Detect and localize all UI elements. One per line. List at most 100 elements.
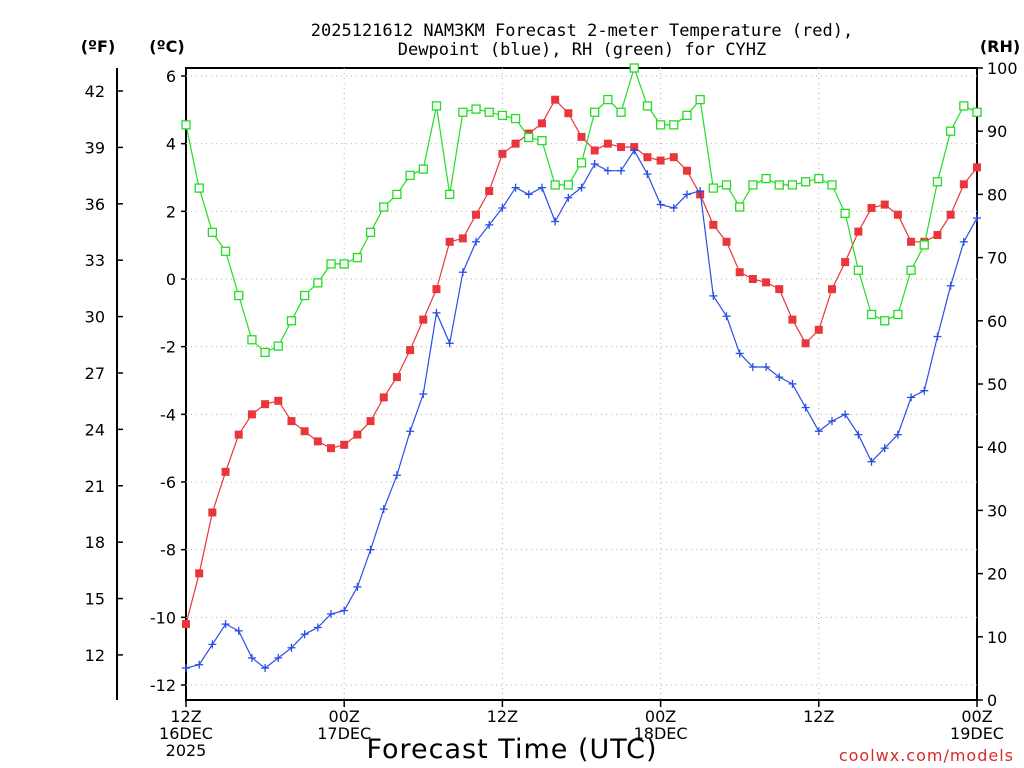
dewpoint-point: [485, 220, 494, 229]
rh-point: [761, 173, 771, 184]
rh-point: [616, 107, 626, 117]
dewpoint-point: [564, 193, 573, 202]
temperature-point: [327, 444, 336, 453]
rh-point: [603, 94, 613, 105]
rh-point: [352, 252, 363, 263]
rh-point: [379, 202, 389, 212]
celsius-tick-label: -6: [160, 473, 176, 492]
fahrenheit-tick-label: 24: [85, 420, 105, 439]
rh-point: [458, 107, 468, 117]
series-line-square-open: [185, 66, 978, 354]
temperature-point: [234, 430, 243, 439]
dewpoint-point: [630, 146, 639, 155]
temperature-point: [959, 180, 968, 189]
temperature-point: [617, 143, 626, 152]
dewpoint-point: [234, 626, 243, 635]
dewpoint-point: [709, 291, 718, 300]
rh-point: [682, 110, 692, 121]
temperature-point: [551, 95, 560, 104]
celsius-tick-label: -2: [160, 338, 176, 357]
x-tick-label: 12Z: [487, 707, 518, 726]
rh-point: [260, 347, 270, 358]
dewpoint-point: [419, 390, 428, 399]
temperature-point: [287, 417, 296, 426]
temperature-point: [340, 440, 349, 449]
x-tick-label: 12Z: [803, 707, 834, 726]
celsius-unit-label: (ºC): [149, 37, 184, 56]
temperature-point: [261, 400, 270, 409]
dewpoint-point: [551, 217, 560, 226]
temperature-point: [867, 203, 876, 212]
rh-point: [313, 278, 323, 288]
temperature-point: [419, 315, 428, 324]
dewpoint-point: [366, 545, 375, 554]
rh-point: [563, 180, 573, 190]
x-tick-label: 2025: [166, 741, 207, 760]
rh-tick-label: 10: [987, 628, 1007, 647]
rh-tick-label: 80: [987, 185, 1007, 204]
fahrenheit-tick-label: 42: [85, 82, 105, 101]
rh-point: [642, 101, 653, 111]
rh-tick-label: 40: [987, 438, 1007, 457]
fahrenheit-tick-label: 12: [85, 646, 105, 665]
rh-point: [234, 290, 244, 301]
dewpoint-point: [590, 159, 599, 168]
celsius-tick-label: -10: [150, 608, 176, 627]
dewpoint-point: [775, 373, 784, 382]
rh-point: [695, 94, 705, 105]
temperature-point: [511, 139, 520, 148]
temperature-point: [274, 396, 283, 405]
dewpoint-point: [406, 427, 415, 436]
dewpoint-point: [182, 664, 190, 673]
temperature-point: [722, 237, 731, 246]
fahrenheit-tick-label: 39: [85, 138, 105, 157]
credit-text: coolwx.com/models: [839, 746, 1014, 765]
rh-point: [207, 227, 218, 237]
temperature-point: [748, 275, 757, 283]
dewpoint-point: [392, 471, 401, 480]
temperature-point: [946, 210, 955, 219]
rh-point: [919, 240, 929, 250]
rh-point: [827, 180, 837, 190]
rh-point: [431, 101, 442, 111]
x-tick-label: 18DEC: [634, 724, 688, 743]
dewpoint-point: [814, 427, 823, 436]
dewpoint-point: [827, 417, 836, 426]
dewpoint-point: [762, 362, 771, 371]
temperature-point: [682, 166, 691, 175]
rh-point: [655, 120, 666, 130]
fahrenheit-tick-label: 21: [85, 477, 105, 496]
dewpoint-point: [247, 653, 256, 662]
dewpoint-point: [274, 653, 283, 662]
rh-tick-label: 100: [987, 59, 1018, 78]
dewpoint-point: [472, 237, 481, 246]
dewpoint-point: [920, 386, 929, 395]
rh-point: [471, 104, 481, 114]
temperature-point: [485, 187, 494, 196]
dewpoint-point: [788, 379, 797, 388]
temperature-point: [973, 163, 981, 172]
x-tick-label: 12Z: [170, 707, 201, 726]
temperature-point: [379, 393, 388, 402]
dewpoint-point: [208, 640, 217, 649]
temperature-point: [313, 437, 322, 446]
rh-unit-label: (RH): [980, 37, 1020, 56]
dewpoint-point: [722, 312, 731, 321]
x-tick-label: 16DEC: [159, 724, 213, 743]
dewpoint-point: [445, 339, 454, 348]
dewpoint-point: [537, 183, 546, 192]
temperature-point: [775, 285, 784, 294]
rh-tick-label: 70: [987, 249, 1007, 268]
temperature-point: [656, 156, 665, 165]
rh-point: [932, 177, 943, 187]
temperature-point: [537, 119, 546, 128]
rh-point: [669, 120, 679, 130]
fahrenheit-tick-label: 30: [85, 308, 105, 327]
temperature-point: [445, 237, 454, 246]
dewpoint-point: [379, 505, 388, 514]
celsius-tick-label: 6: [166, 67, 176, 86]
fahrenheit-tick-label: 33: [85, 251, 105, 270]
rh-point: [787, 180, 798, 190]
temperature-point: [406, 346, 415, 355]
